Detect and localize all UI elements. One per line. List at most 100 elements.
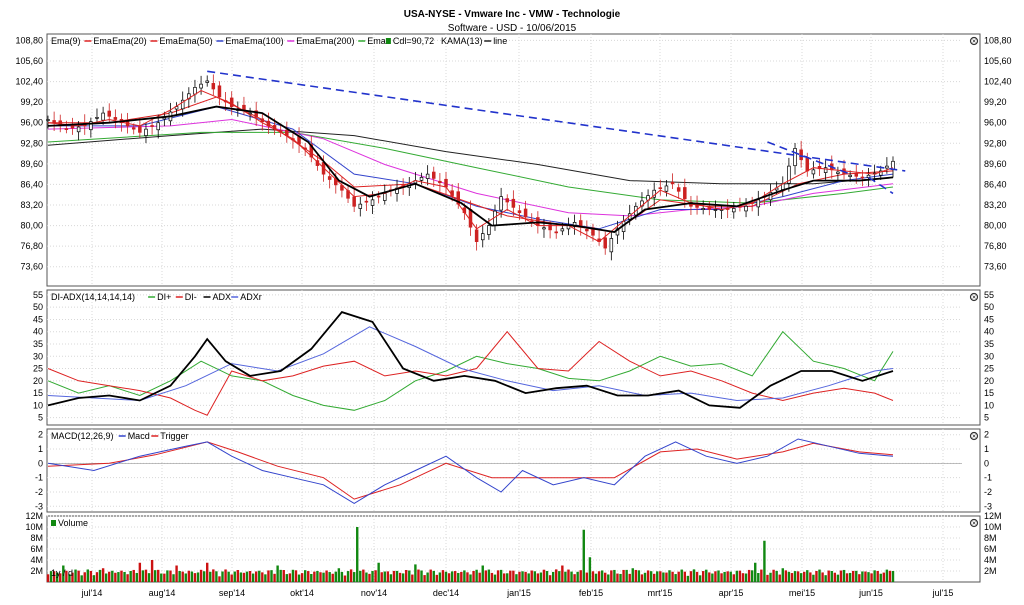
x-tick-label: mrt'15: [648, 588, 673, 598]
volume-bar: [181, 571, 184, 582]
volume-bar: [607, 574, 610, 582]
volume-bar: [818, 569, 821, 582]
volume-bar: [723, 571, 726, 582]
candle-body: [46, 119, 50, 121]
volume-bar: [101, 568, 105, 582]
di-plus-line: [47, 330, 894, 411]
volume-bar: [300, 573, 304, 582]
y-tick-left: 55: [33, 290, 43, 300]
volume-bar: [120, 570, 123, 582]
panel-close-icon: [969, 518, 979, 528]
volume-bar: [307, 571, 310, 582]
volume-bar: [80, 575, 83, 582]
legend-entry: Ema(50): [178, 36, 213, 46]
candle-body: [425, 173, 430, 179]
volume-bar: [184, 573, 187, 582]
volume-bar: [472, 570, 475, 582]
candle-body: [548, 224, 552, 231]
candle-body: [811, 169, 816, 175]
trend-line: [868, 176, 894, 195]
volume-bar: [809, 572, 812, 582]
volume-bar: [258, 570, 261, 582]
volume-bar: [389, 574, 393, 582]
x-tick-label: jul'14: [81, 588, 103, 598]
volume-bar: [215, 571, 218, 582]
volume-bar: [662, 572, 665, 582]
x-tick-label: jul'15: [932, 588, 954, 598]
y-tick-left: 76,80: [20, 241, 43, 251]
panel-frame: [46, 289, 981, 426]
volume-bar: [206, 562, 209, 582]
volume-bar: [622, 569, 625, 582]
volume-bar: [251, 573, 255, 582]
volume-bar: [420, 570, 423, 582]
volume-bar: [227, 571, 230, 582]
x-tick-label: sep'14: [219, 588, 245, 598]
legend-entry: Ema: [367, 36, 386, 46]
volume-bar: [750, 570, 754, 582]
volume-bar: [509, 570, 512, 582]
volume-bar: [273, 573, 276, 582]
volume-bar: [604, 572, 607, 582]
legend-entry: DI+: [157, 292, 171, 302]
candle-body: [505, 198, 509, 203]
volume-bar: [717, 570, 720, 582]
volume-bar: [769, 572, 772, 582]
volume-bar: [631, 568, 634, 582]
macd-line: [47, 438, 894, 504]
y-tick-left: 35: [33, 339, 43, 349]
legend-entry: Ema: [159, 36, 178, 46]
ema50-line: [48, 106, 894, 230]
volume-bar: [659, 571, 662, 582]
volume-bar: [836, 574, 840, 582]
candle-body: [523, 208, 528, 218]
volume-bar: [150, 560, 154, 582]
volume-bar: [89, 570, 93, 582]
candle-body: [419, 177, 424, 181]
volume-bar: [499, 569, 503, 582]
candle-body: [89, 121, 93, 131]
volume-bar: [677, 571, 680, 582]
candle-body: [438, 180, 442, 184]
y-tick-left: 105,60: [15, 56, 43, 66]
volume-bar: [803, 571, 806, 582]
volume-bar: [695, 571, 699, 582]
volume-bar: [126, 574, 129, 582]
y-tick-left: 25: [33, 364, 43, 374]
volume-bar: [518, 571, 521, 582]
volume-bar: [114, 572, 117, 582]
candle-body: [799, 149, 803, 161]
volume-bar: [377, 562, 380, 582]
volume-bar: [199, 569, 203, 582]
y-tick-right: 10M: [984, 522, 1002, 532]
volume-bar: [760, 569, 763, 582]
volume-bar: [555, 569, 558, 582]
volume-bar: [435, 574, 439, 582]
volume-bar: [138, 562, 142, 582]
volume-bar: [178, 571, 181, 582]
volume-bar: [502, 573, 506, 582]
volume-bar: [172, 574, 175, 582]
volume-bar: [649, 571, 653, 582]
panel-close-icon: [969, 36, 979, 46]
y-tick-right: -3: [984, 501, 992, 511]
volume-bar: [270, 570, 273, 582]
volume-bar: [763, 540, 766, 582]
volume-bar: [92, 575, 96, 582]
volume-bar: [322, 572, 325, 582]
volume-bar: [297, 574, 301, 582]
y-tick-right: 20: [984, 376, 994, 386]
candle-body: [474, 229, 479, 242]
y-tick-left: 6M: [30, 544, 43, 554]
volume-bar: [331, 573, 334, 582]
volume-bar: [218, 576, 221, 582]
volume-bar: [665, 572, 668, 582]
trigger-line: [47, 441, 894, 500]
volume-bar: [741, 573, 745, 582]
volume-bar: [711, 573, 714, 582]
volume-bar: [212, 569, 215, 582]
volume-bar: [380, 572, 383, 582]
candle-body: [254, 110, 258, 118]
volume-bar: [245, 571, 249, 582]
candle-body: [658, 187, 663, 190]
